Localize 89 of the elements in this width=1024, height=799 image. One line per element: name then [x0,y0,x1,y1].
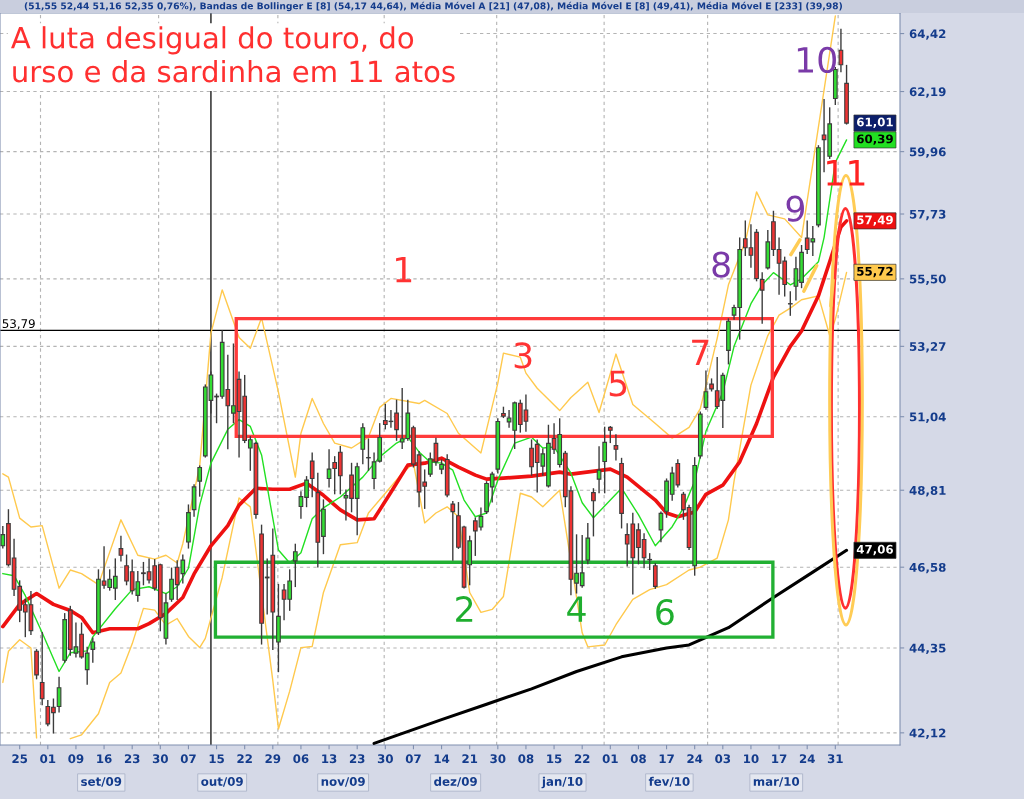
candlestick [787,291,793,316]
candlestick [838,28,844,73]
text: 61,01 [857,117,893,128]
candlestick [652,562,658,589]
ref-line-label: 53,79 [2,319,35,330]
text: nov/09 [321,777,365,787]
candlestick [360,423,366,465]
x-tick-label: 22 [574,754,590,763]
x-tick-label: 08 [518,754,534,764]
text: set/09 [81,777,122,787]
text: A luta desigual do touro, do urso e da sardinha em 11 atos [11,26,455,83]
x-tick-label: 25 [12,754,28,764]
candlestick [366,438,371,471]
y-tick-label: 62,19 [909,87,946,98]
annotation: 1 [396,256,412,283]
candlestick [90,637,96,663]
y-tick-label: 57,73 [909,209,946,221]
x-tick-label: 08 [630,754,646,764]
candlestick [39,632,45,706]
candlestick [309,452,315,498]
y-tick-label: 46,58 [909,562,946,574]
x-tick-label: 30 [152,754,168,764]
y-tick-label: 48,81 [909,485,946,497]
annotation: 5 [609,370,627,397]
candlestick [658,511,664,543]
y-tick-label: 53,27 [909,342,946,353]
annotation: 3 [514,342,532,369]
x-tick-label: 01 [602,754,618,764]
candlestick [450,501,456,561]
data-label: 60,39 [857,134,893,145]
data-label: 55,72 [857,266,893,278]
y-tick-label: 42,12 [909,728,946,739]
candlestick [591,488,596,537]
x-tick-label: 21 [462,754,478,763]
x-tick-label: 31 [827,754,843,764]
candlestick [585,522,591,565]
x-tick-label: 03 [715,754,731,764]
candlestick [118,535,124,562]
x-tick-label: 23 [124,754,140,764]
x-tick-label: 17 [659,754,674,763]
text: mar/10 [753,777,800,787]
x-tick-label: 17 [772,754,787,763]
line-series [2,639,38,739]
annotation: 8 [712,251,730,278]
x-tick-label: 14 [434,754,450,763]
y-tick-label: 44,35 [909,643,946,655]
candlestick [703,370,709,410]
text: out/09 [201,777,243,787]
annotation: 6 [656,598,674,626]
candlestick [292,543,298,588]
candlestick [197,465,203,497]
candlestick [613,434,619,461]
line-series [372,548,849,745]
data-label: 57,49 [857,215,893,226]
x-tick-label: 30 [377,754,393,764]
x-tick-label: 24 [799,754,815,763]
x-tick-label: 06 [293,754,309,764]
candlestick [34,649,39,680]
candlestick [602,426,608,494]
x-tick-label: 22 [237,754,252,763]
candlestick [56,676,62,713]
x-tick-label: 29 [265,754,281,764]
x-tick-label: 15 [547,754,562,764]
x-tick-label: 16 [97,754,112,764]
x-tick-label: 01 [40,754,56,764]
text: jan/10 [541,776,583,789]
text: fev/10 [648,776,690,787]
x-tick-label: 23 [349,754,365,764]
y-tick-label: 55,50 [909,274,946,286]
x-tick-label: 30 [490,754,506,764]
y-tick-label: 64,42 [909,29,946,40]
annotation: 7 [692,339,709,366]
candlestick [191,484,197,517]
annotation: 9 [786,195,804,222]
x-tick-label: 10 [744,754,759,764]
x-tick-label: 09 [68,754,84,764]
candlestick [596,446,602,494]
x-tick-label: 07 [180,754,196,764]
x-tick-label: 07 [405,754,421,764]
annotation: 2 [456,596,473,622]
chart-subtitle: (51,55 52,44 51,16 52,35 0,76%), Bandas de Bollinger E [8] (54,17 44,64), Média Móvel A [21] (47,08), Média Móvel E [8] (49,41), Média Móvel E [233] (39,98) [24,1,842,12]
text: dez/09 [434,776,477,787]
y-tick-label: 51,04 [909,412,946,423]
y-tick-label: 59,96 [909,147,946,158]
x-tick-label: 13 [322,754,337,764]
x-tick-label: 15 [209,754,224,764]
candlestick [759,272,765,324]
x-tick-label: 24 [687,754,703,763]
data-label: 47,06 [856,544,893,556]
